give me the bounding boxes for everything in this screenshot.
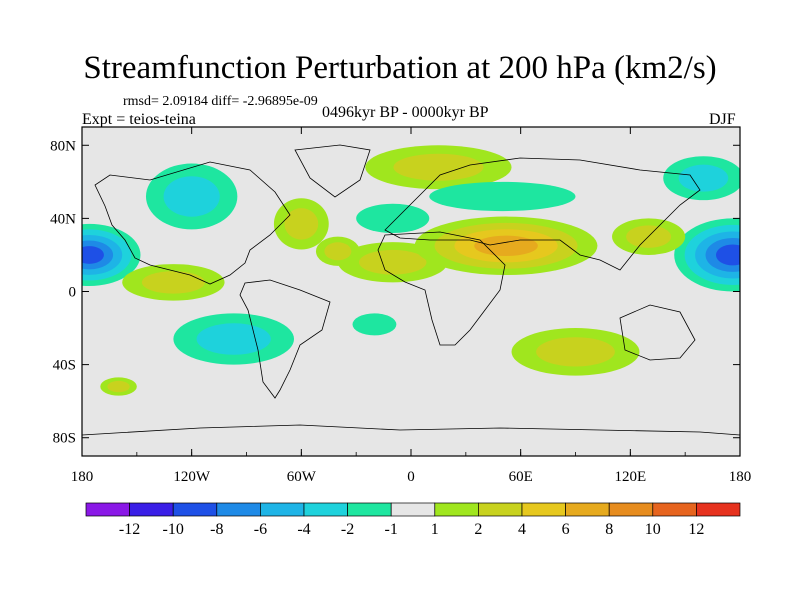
coastline-north-america (94, 161, 291, 285)
y-tick-label: 80N (50, 138, 76, 154)
anomaly-2-band-1 (678, 164, 729, 192)
anomaly-fields (82, 145, 740, 396)
x-tick-label: 180 (729, 469, 752, 485)
period-label: 0496kyr BP - 0000kyr BP (322, 104, 489, 121)
anomaly-4-band-1 (196, 323, 271, 355)
anomaly-7-band-1 (358, 249, 427, 275)
x-tick-label: 120E (614, 469, 646, 485)
colorbar-label: 2 (474, 521, 482, 538)
anomaly-12-band-1 (536, 337, 615, 367)
experiment-label: Expt = teios-teina (82, 111, 196, 128)
colorbar: -12 -10 -8 -6 -4 -2 -1 1 2 4 6 8 10 12 (85, 502, 741, 538)
x-axis: 180 120W 60W 0 60E 120E 180 (71, 127, 752, 485)
anomaly-8-band-3 (474, 235, 538, 256)
anomaly-8 (414, 216, 598, 276)
y-tick-label: 40N (50, 211, 76, 227)
colorbar-label: 10 (645, 521, 661, 538)
y-tick-label: 0 (69, 285, 77, 301)
anomaly-5-band-1 (284, 208, 319, 240)
y-tick-label: 40S (53, 358, 76, 374)
colorbar-swatch (652, 502, 697, 517)
colorbar-label: 1 (431, 521, 439, 538)
colorbar-swatch (216, 502, 261, 517)
anomaly-2 (663, 156, 740, 201)
coastline-africa (377, 231, 506, 346)
colorbar-label: 8 (605, 521, 613, 538)
anomaly-15 (352, 313, 397, 336)
colorbar-label: 6 (562, 521, 570, 538)
y-axis: 80N 40N 0 40S 80S (50, 138, 740, 447)
colorbar-swatch (696, 502, 741, 517)
anomaly-9-band-1 (393, 153, 484, 181)
x-tick-label: 0 (407, 469, 415, 485)
colorbar-label: 12 (688, 521, 704, 538)
anomaly-3-band-1 (163, 176, 220, 217)
colorbar-label: -1 (385, 521, 398, 538)
coastline-antarctica (82, 424, 740, 436)
x-tick-label: 120W (173, 469, 211, 485)
anomaly-13-band-1 (107, 380, 130, 393)
colorbar-swatch (260, 502, 305, 517)
anomaly-10 (429, 181, 576, 212)
colorbar-swatch (521, 502, 566, 517)
colorbar-label: -6 (254, 521, 267, 538)
colorbar-swatch (608, 502, 654, 517)
colorbar-label: -8 (210, 521, 223, 538)
anomaly-11-band-0 (356, 203, 430, 234)
colorbar-swatch (347, 502, 392, 517)
map-area (82, 127, 740, 456)
anomaly-15-band-0 (352, 313, 397, 336)
x-tick-label: 180 (71, 469, 94, 485)
coastline-australia (619, 304, 696, 361)
anomaly-6-band-1 (141, 271, 205, 294)
season-label: DJF (709, 111, 736, 128)
anomaly-13 (100, 377, 137, 396)
anomaly-6 (122, 264, 225, 301)
colorbar-swatch (565, 502, 610, 517)
colorbar-swatch (129, 502, 174, 517)
colorbar-label: -2 (341, 521, 354, 538)
x-tick-label: 60W (287, 469, 317, 485)
colorbar-swatch (303, 502, 348, 517)
anomaly-4 (173, 313, 295, 365)
x-tick-label: 60E (509, 469, 533, 485)
anomaly-1 (674, 218, 740, 292)
anomaly-3 (145, 163, 238, 230)
anomaly-9 (365, 145, 512, 190)
anomaly-10-band-0 (429, 181, 576, 212)
chart-title: Streamfunction Perturbation at 200 hPa (… (83, 50, 717, 86)
anomaly-16-band-1 (324, 242, 352, 261)
colorbar-swatch (434, 502, 479, 517)
anomaly-12 (511, 328, 640, 376)
anomaly-16 (315, 236, 360, 266)
rmsd-diff-stats: rmsd= 2.09184 diff= -2.96895e-09 (123, 94, 318, 109)
anomaly-0 (82, 223, 141, 287)
coastlines (82, 144, 740, 436)
anomaly-1-band-4 (715, 244, 740, 266)
colorbar-label: -10 (163, 521, 184, 538)
colorbar-swatch (390, 502, 436, 517)
colorbar-swatch (172, 502, 218, 517)
colorbar-label: 4 (518, 521, 526, 538)
anomaly-11 (356, 203, 430, 234)
colorbar-label: -12 (119, 521, 140, 538)
colorbar-swatch (478, 502, 523, 517)
anomaly-0-band-4 (82, 246, 104, 264)
anomaly-5 (273, 198, 329, 250)
coastline-south-america (239, 279, 331, 399)
colorbar-label: -4 (297, 521, 310, 538)
coastline-greenland (294, 144, 371, 198)
y-tick-label: 80S (53, 431, 76, 447)
colorbar-swatch (85, 502, 130, 517)
